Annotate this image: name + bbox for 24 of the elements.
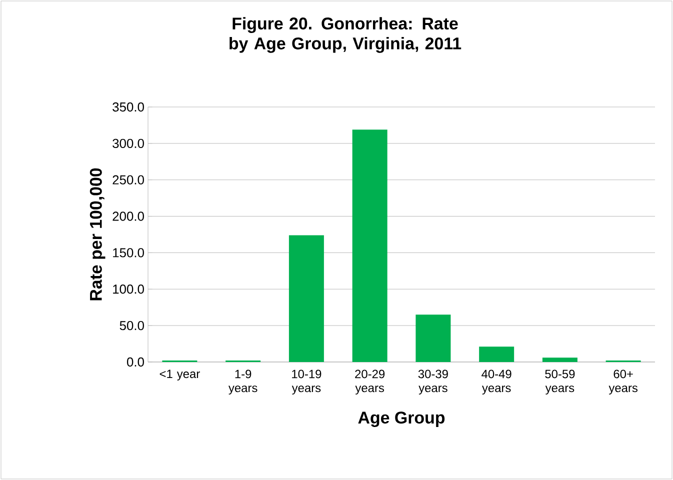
bar	[479, 346, 514, 362]
x-tick-label: 30-39 years	[418, 370, 448, 395]
y-tick-label: 0.0	[126, 357, 144, 367]
bar	[352, 130, 388, 362]
y-axis-title: Rate per 100,000	[90, 168, 106, 300]
y-tick-label: 350.0	[112, 102, 144, 112]
x-axis-title: Age Group	[358, 412, 445, 428]
bar	[416, 314, 451, 362]
x-tick-label: 10-19 years	[292, 370, 322, 395]
x-tick-label: 50-59 years	[545, 370, 575, 395]
x-tick-label: 20-29 years	[355, 370, 385, 395]
x-tick-label: 40-49 years	[482, 370, 512, 395]
y-tick-label: 50.0	[120, 320, 144, 330]
y-tick-label: 200.0	[112, 212, 144, 221]
y-tick-label: 150.0	[113, 248, 144, 258]
x-tick-label: <1 year	[160, 370, 200, 380]
y-tick-label: 300.0	[112, 138, 144, 148]
bar	[288, 235, 324, 362]
bar	[542, 358, 578, 362]
x-tick-label: 60+ years	[608, 370, 638, 395]
chart-title: Figure 20. Gonorrhea: Rate by Age Group, Virginia, 2011	[230, 17, 462, 53]
y-tick-label: 100.0	[113, 284, 144, 294]
x-tick-label: 1-9 years	[228, 370, 258, 395]
y-tick-label: 250.0	[112, 175, 144, 184]
